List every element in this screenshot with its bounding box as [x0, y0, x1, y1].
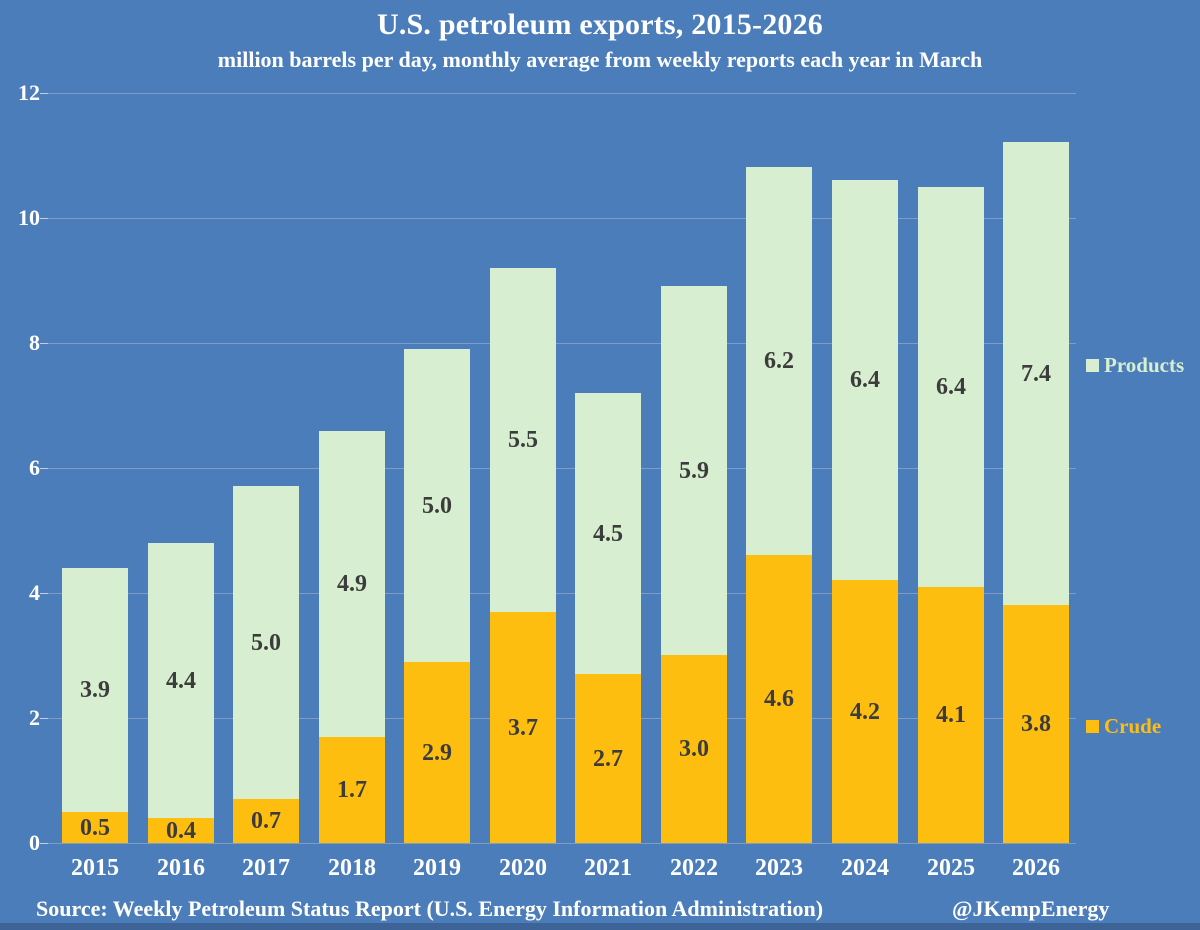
value-label-2020-products: 5.5 — [508, 427, 538, 453]
bar-2016-products — [148, 543, 214, 818]
legend-label-crude: Crude — [1104, 714, 1162, 738]
bar-2021-products — [575, 393, 641, 674]
value-label-2016-crude: 0.4 — [166, 817, 196, 844]
crude-swatch-icon — [1086, 720, 1099, 733]
y-axis-label-0: 0 — [29, 830, 40, 855]
y-axis-tick-8 — [40, 343, 48, 344]
bar-2016-crude — [148, 818, 214, 843]
y-axis-label-10: 10 — [18, 205, 40, 230]
gridline-4 — [48, 593, 1076, 594]
value-label-2024-products: 6.4 — [850, 367, 880, 393]
bar-2025-crude — [918, 587, 984, 843]
bar-2023-products — [746, 167, 812, 555]
y-axis-label-2: 2 — [29, 705, 40, 730]
y-axis-tick-0 — [40, 843, 48, 844]
bar-2022-crude — [661, 655, 727, 843]
bar-2021-crude — [575, 674, 641, 843]
credit-handle: @JKempEnergy — [952, 896, 1110, 921]
bar-2017-crude — [233, 799, 299, 843]
x-axis-label-2016: 2016 — [157, 855, 205, 881]
value-label-2023-products: 6.2 — [764, 348, 794, 374]
value-label-2025-crude: 4.1 — [936, 702, 966, 728]
value-label-2018-crude: 1.7 — [337, 777, 367, 803]
bottom-border — [0, 923, 1200, 930]
gridline-6 — [48, 468, 1076, 469]
gridline-10 — [48, 218, 1076, 219]
value-label-2021-crude: 2.7 — [593, 745, 623, 772]
y-axis-label-12: 12 — [18, 80, 40, 105]
value-label-2020-crude: 3.7 — [508, 714, 538, 741]
value-label-2018-products: 4.9 — [337, 571, 367, 597]
gridline-8 — [48, 343, 1076, 344]
bar-2017-products — [233, 486, 299, 799]
value-label-2016-products: 4.4 — [166, 667, 196, 694]
y-axis-tick-2 — [40, 718, 48, 719]
value-label-2026-products: 7.4 — [1021, 360, 1051, 387]
value-label-2025-products: 6.4 — [936, 374, 966, 400]
value-label-2023-crude: 4.6 — [764, 686, 794, 712]
y-axis-tick-12 — [40, 93, 48, 94]
gridline-0 — [48, 843, 1076, 844]
bar-2025-products — [918, 187, 984, 587]
x-axis-label-2025: 2025 — [927, 855, 975, 881]
bar-2020-crude — [490, 612, 556, 843]
bar-2024-products — [832, 180, 898, 580]
bar-2015-products — [62, 568, 128, 812]
value-label-2017-products: 5.0 — [251, 629, 281, 656]
y-axis-tick-6 — [40, 468, 48, 469]
x-axis-label-2018: 2018 — [328, 855, 376, 881]
value-label-2021-products: 4.5 — [593, 520, 623, 547]
gridline-12 — [48, 93, 1076, 94]
bar-2023-crude — [746, 555, 812, 843]
value-label-2024-crude: 4.2 — [850, 698, 880, 725]
bar-2024-crude — [832, 580, 898, 843]
legend-item-crude: Crude — [1086, 714, 1161, 739]
value-label-2026-crude: 3.8 — [1021, 711, 1051, 737]
value-label-2017-crude: 0.7 — [251, 808, 281, 834]
gridline-2 — [48, 718, 1076, 719]
source-note: Source: Weekly Petroleum Status Report (… — [36, 896, 824, 921]
x-axis-label-2022: 2022 — [670, 855, 718, 881]
y-axis-tick-4 — [40, 593, 48, 594]
y-axis-label-6: 6 — [29, 455, 40, 480]
bar-2020-products — [490, 268, 556, 612]
bar-2015-crude — [62, 812, 128, 843]
value-label-2015-products: 3.9 — [80, 677, 110, 703]
bar-2022-products — [661, 286, 727, 655]
x-axis-label-2015: 2015 — [71, 855, 119, 881]
products-swatch-icon — [1086, 359, 1099, 372]
y-axis-label-8: 8 — [29, 330, 40, 355]
value-label-2022-crude: 3.0 — [679, 736, 709, 762]
legend-label-products: Products — [1104, 353, 1185, 377]
value-label-2019-crude: 2.9 — [422, 739, 452, 766]
x-axis-label-2020: 2020 — [499, 855, 547, 881]
x-axis-label-2017: 2017 — [242, 855, 290, 881]
bar-2018-crude — [319, 737, 385, 843]
x-axis-label-2026: 2026 — [1012, 855, 1060, 881]
y-axis-label-4: 4 — [29, 580, 40, 605]
x-axis-label-2024: 2024 — [841, 855, 889, 881]
bar-2019-crude — [404, 662, 470, 843]
x-axis-label-2023: 2023 — [755, 855, 803, 881]
x-axis-label-2019: 2019 — [413, 855, 461, 881]
value-label-2019-products: 5.0 — [422, 492, 452, 519]
chart-title: U.S. petroleum exports, 2015-2026 — [376, 8, 823, 41]
y-axis-tick-10 — [40, 218, 48, 219]
value-label-2022-products: 5.9 — [679, 457, 709, 484]
bar-2019-products — [404, 349, 470, 662]
value-label-2015-crude: 0.5 — [80, 814, 110, 841]
chart-subtitle: million barrels per day, monthly average… — [217, 47, 983, 72]
x-axis-label-2021: 2021 — [584, 855, 632, 881]
bar-2026-products — [1003, 142, 1069, 605]
bar-2026-crude — [1003, 605, 1069, 843]
bar-2018-products — [319, 431, 385, 737]
legend-item-products: Products — [1086, 353, 1184, 378]
